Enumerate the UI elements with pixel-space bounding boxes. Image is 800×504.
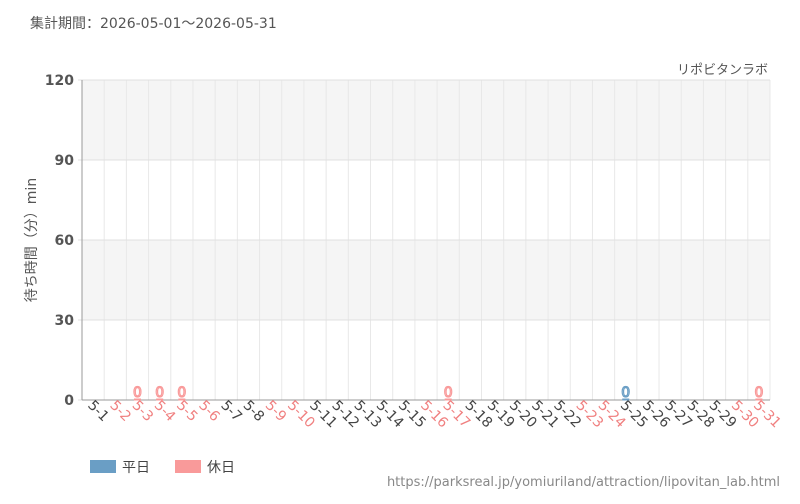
chart-title: 集計期間：2026-05-01～2026-05-31	[30, 15, 277, 32]
y-tick-label: 120	[45, 73, 74, 89]
legend-swatch	[175, 460, 201, 473]
value-label: 0	[155, 385, 164, 401]
value-label: 0	[621, 385, 630, 401]
x-tick-label: 5-1	[84, 398, 111, 425]
bar	[178, 398, 186, 401]
y-tick-label: 60	[55, 233, 75, 249]
bar	[156, 398, 164, 401]
x-tick-label: 5-6	[195, 398, 223, 426]
value-label: 0	[754, 385, 763, 401]
y-axis-label: 待ち時間（分）min	[24, 178, 40, 302]
band-shade	[82, 80, 770, 160]
chart-subtitle: リポビタンラボ	[677, 63, 768, 78]
bar	[622, 398, 630, 401]
y-tick-label: 0	[64, 393, 74, 409]
x-tick-label: 5-2	[106, 398, 133, 425]
source-url: https://parksreal.jp/yomiuriland/attract…	[387, 475, 780, 490]
y-tick-label: 30	[55, 313, 75, 329]
legend-label: 平日	[122, 460, 150, 476]
value-label: 0	[133, 385, 142, 401]
x-tick-label: 5-8	[240, 398, 267, 425]
value-label: 0	[177, 385, 186, 401]
bar	[444, 398, 452, 401]
x-tick-label: 5-9	[262, 398, 289, 425]
x-tick-label: 5-4	[151, 398, 179, 426]
y-tick-label: 90	[55, 153, 75, 169]
bar	[133, 398, 141, 401]
x-tick-label: 5-3	[129, 398, 156, 425]
legend-swatch	[90, 460, 116, 473]
band-shade	[82, 240, 770, 320]
legend-label: 休日	[207, 460, 235, 476]
value-label: 0	[444, 385, 453, 401]
bar	[755, 398, 763, 401]
x-tick-label: 5-5	[173, 398, 200, 425]
x-tick-label: 5-7	[217, 398, 244, 425]
